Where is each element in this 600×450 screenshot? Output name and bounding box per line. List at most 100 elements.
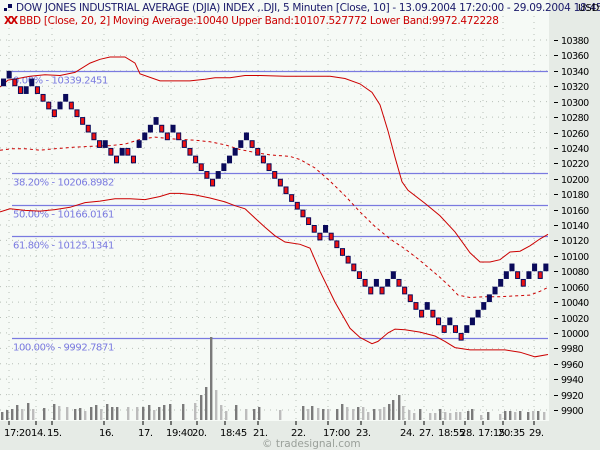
volume-bar	[66, 407, 69, 420]
volume-bar	[148, 405, 151, 420]
renko-brick-up	[373, 278, 379, 287]
renko-brick-down	[537, 271, 543, 279]
volume-bar	[519, 411, 522, 420]
renko-brick-up	[170, 124, 176, 133]
bollinger-moving-average	[0, 136, 549, 299]
x-tick-label: 27.	[419, 428, 434, 439]
renko-brick-up	[385, 278, 391, 287]
volume-bar	[279, 410, 282, 420]
renko-brick-down	[515, 271, 521, 279]
renko-brick-up	[232, 147, 238, 156]
y-tick-label: 10180	[561, 190, 589, 201]
renko-brick-up	[57, 101, 63, 110]
renko-brick-up	[481, 302, 487, 310]
chart-title: DOW JONES INDUSTRIAL AVERAGE (DJIA) INDE…	[4, 2, 600, 14]
x-tick-label: 18:45	[220, 428, 247, 439]
renko-brick-down	[345, 255, 351, 264]
volume-bar	[84, 411, 87, 420]
renko-brick-down	[300, 209, 306, 218]
volume-bar	[79, 408, 82, 420]
volume-bar	[182, 404, 185, 420]
renko-brick-down	[368, 286, 374, 295]
renko-brick-up	[153, 117, 159, 125]
volume-bar	[153, 410, 156, 420]
volume-bar	[471, 409, 474, 420]
renko-brick-down	[351, 263, 357, 272]
renko-brick-up	[29, 78, 35, 87]
renko-brick-down	[255, 147, 261, 156]
x-tick-label: 22.	[291, 428, 306, 439]
renko-brick-down	[198, 163, 204, 172]
volume-bar	[111, 407, 114, 420]
volume-bar	[210, 337, 213, 420]
renko-brick-up	[526, 271, 532, 279]
renko-brick-down	[187, 147, 193, 156]
volume-bar	[215, 390, 218, 420]
y-tick-label: 10280	[561, 113, 589, 124]
fibonacci-label: 0.00% - 10339.2451	[13, 76, 108, 87]
renko-brick-up	[1, 78, 7, 87]
renko-brick-down	[210, 178, 216, 187]
renko-brick-up	[390, 271, 396, 279]
renko-brick-down	[40, 93, 46, 102]
volume-bar	[341, 404, 344, 420]
renko-brick-down	[159, 124, 165, 133]
renko-brick-up	[221, 163, 227, 172]
y-tick-label: 10080	[561, 267, 589, 278]
volume-bar	[449, 413, 452, 420]
renko-brick-down	[181, 140, 187, 148]
renko-brick-down	[311, 225, 317, 233]
renko-brick-down	[458, 332, 464, 341]
volume-bar	[127, 407, 130, 420]
volume-bar	[532, 411, 535, 420]
y-tick-label: 9980	[561, 344, 584, 355]
renko-brick-down	[430, 309, 436, 318]
volume-bar	[258, 407, 261, 420]
volume-bar	[480, 415, 483, 420]
volume-bar	[225, 411, 228, 420]
renko-brick-up	[23, 86, 29, 94]
renko-brick-up	[503, 271, 509, 279]
renko-brick-down	[289, 194, 295, 202]
renko-brick-down	[277, 178, 283, 187]
renko-brick-down	[260, 155, 266, 164]
x-axis-strip	[0, 421, 549, 450]
volume-bar	[100, 409, 103, 420]
renko-brick-down	[407, 294, 413, 303]
volume-bar	[509, 411, 512, 420]
volume-bar	[235, 405, 238, 420]
y-tick-label: 10120	[561, 236, 589, 247]
renko-brick-down	[413, 302, 419, 310]
renko-brick-up	[543, 263, 549, 272]
y-tick-label: 10040	[561, 298, 589, 309]
y-tick-label: 10060	[561, 283, 589, 294]
credit-text: © tradesignal.com	[262, 438, 361, 450]
y-tick-label: 9900	[561, 406, 584, 417]
y-tick-label: 10000	[561, 329, 589, 340]
renko-brick-down	[356, 271, 362, 279]
volume-bar	[220, 405, 223, 420]
renko-brick-down	[362, 278, 368, 287]
volume-bar	[116, 407, 119, 420]
volume-bar	[194, 403, 197, 420]
fibonacci-label: 61.80% - 10125.1341	[13, 241, 114, 252]
volume-bar	[499, 414, 502, 420]
indicator-legend: XX BBD [Close, 20, 2] Moving Average:100…	[4, 15, 499, 27]
renko-brick-up	[492, 286, 498, 295]
volume-bar	[352, 409, 355, 420]
volume-bar	[467, 411, 470, 420]
x-tick-label: 19:40	[166, 428, 193, 439]
x-tick-label: 15.	[47, 428, 62, 439]
volume-bar	[53, 404, 56, 420]
renko-brick-down	[520, 278, 526, 287]
y-tick-label: 10260	[561, 129, 589, 140]
renko-brick-down	[108, 147, 114, 156]
x-tick-label: 17:20	[4, 428, 31, 439]
x-tick-label: 14.	[31, 428, 46, 439]
renko-brick-up	[498, 278, 504, 287]
currency-label: USD	[578, 3, 600, 14]
volume-bar	[392, 400, 395, 420]
chart-plot-area	[0, 0, 549, 422]
volume-bar	[357, 407, 360, 420]
